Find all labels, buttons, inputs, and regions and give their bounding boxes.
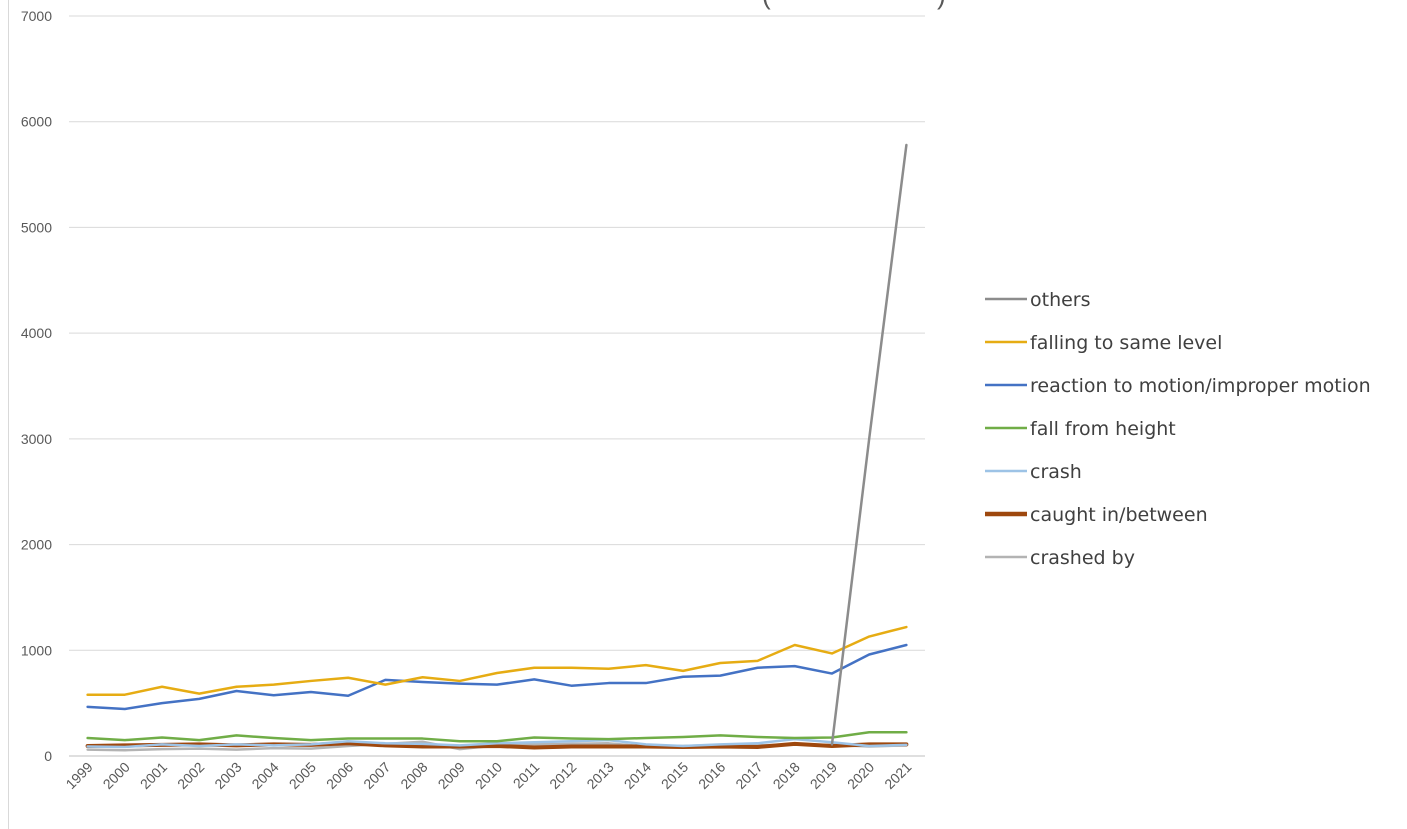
y-tick-label: 3000 (21, 431, 52, 447)
y-tick-label: 1000 (21, 642, 52, 658)
series-line-others (830, 143, 908, 746)
chart-title-close: ) (937, 0, 946, 10)
series-line-crash (86, 737, 908, 749)
series-line-reaction-to-motion-improper-motion (86, 643, 908, 711)
legend-label-falling-to-same-level: falling to same level (1030, 332, 1222, 354)
y-tick-label: 5000 (21, 219, 52, 235)
chart-title-open: ( (762, 0, 771, 10)
y-tick-label: 4000 (21, 325, 52, 341)
legend-label-caught-in-between: caught in/between (1030, 504, 1208, 526)
y-tick-label: 2000 (21, 537, 52, 553)
y-axis: 0 1000 2000 3000 4000 5000 6000 7000 (21, 8, 52, 764)
series-line-fall-from-height (86, 730, 908, 743)
chart-title: ( ) (762, 0, 946, 10)
legend-label-crashed-by: crashed by (1030, 547, 1135, 569)
legend-label-others: others (1030, 289, 1091, 311)
legend: others falling to same level reaction to m… (985, 289, 1371, 569)
y-tick-label: 6000 (21, 114, 52, 130)
legend-label-crash: crash (1030, 461, 1082, 483)
y-tick-label: 7000 (21, 8, 52, 24)
y-tick-label: 0 (44, 748, 52, 764)
legend-label-reaction-to-motion-improper-motion: reaction to motion/improper motion (1030, 375, 1371, 397)
series-line-falling-to-same-level (86, 625, 908, 696)
legend-label-fall-from-height: fall from height (1030, 418, 1176, 440)
series-lines (85, 143, 909, 752)
